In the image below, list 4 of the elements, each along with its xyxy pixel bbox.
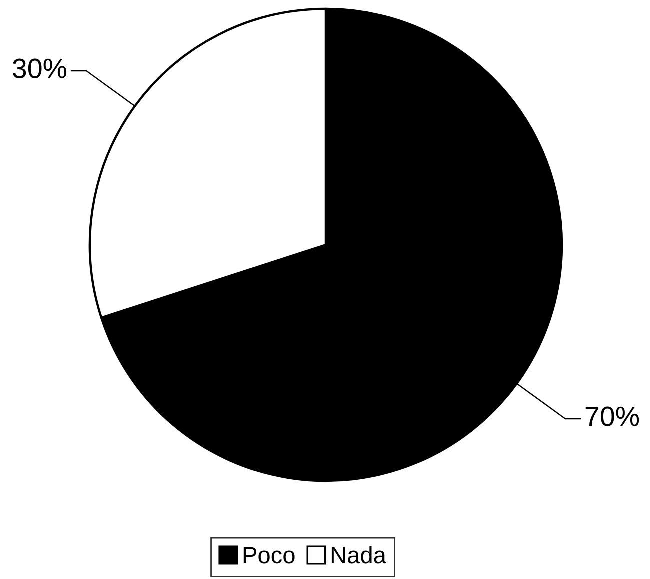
legend-label: Poco [244, 547, 295, 564]
legend-label: Nada [332, 546, 386, 564]
data-label: 70% [586, 406, 640, 426]
data-label: 30% [12, 58, 67, 78]
